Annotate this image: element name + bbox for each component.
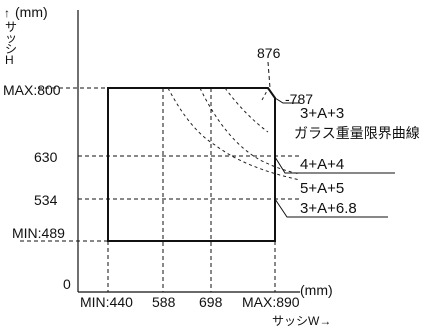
y-tick-min: MIN:489 xyxy=(12,225,65,241)
x-tick-588: 588 xyxy=(152,294,176,310)
label-5a5: 5+A+5 xyxy=(300,180,344,197)
y-axis-char-4: H xyxy=(5,53,14,67)
y-tick-630: 630 xyxy=(34,149,58,165)
label-3a3: 3+A+3 xyxy=(300,105,344,122)
x-tick-min: MIN:440 xyxy=(80,294,133,310)
y-tick-534: 534 xyxy=(34,192,58,208)
curve-3a3 xyxy=(262,89,268,100)
y-axis-unit: (mm) xyxy=(15,4,48,20)
x-axis-label: サッシW→ xyxy=(272,314,331,328)
guide-876 xyxy=(268,62,270,88)
x-tick-max: MAX:890 xyxy=(242,294,300,310)
label-limit-curve: ガラス重量限界曲線 xyxy=(294,125,420,141)
x-tick-698: 698 xyxy=(199,294,223,310)
curve-3a68 xyxy=(225,88,268,132)
label-3a68: 3+A+6.8 xyxy=(300,200,357,217)
x-axis-unit: (mm) xyxy=(300,282,333,298)
origin-zero: 0 xyxy=(63,276,71,292)
y-axis-arrow: ↑ xyxy=(4,6,10,20)
mark-876: 876 xyxy=(257,45,281,61)
label-4a4: 4+A+4 xyxy=(300,156,344,173)
y-tick-max: MAX:800 xyxy=(3,82,61,98)
